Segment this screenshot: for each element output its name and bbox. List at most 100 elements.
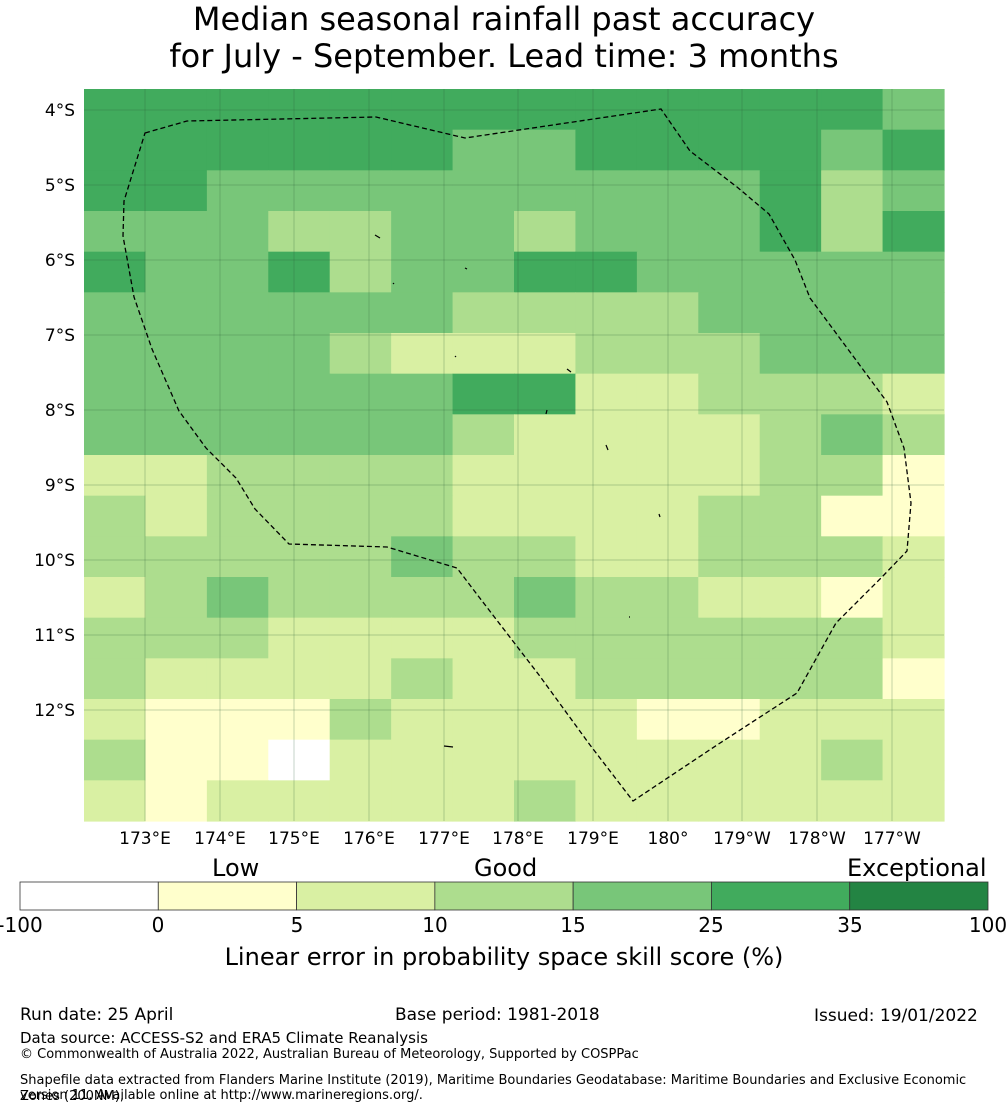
grid-cell (514, 617, 577, 659)
grid-cell (145, 414, 208, 456)
latitude-label: 6°S (45, 251, 75, 271)
grid-cell (759, 699, 822, 741)
grid-cell (698, 292, 761, 334)
grid-cell (145, 129, 208, 171)
grid-cell (329, 170, 392, 212)
grid-cell (882, 780, 945, 822)
grid-cell (759, 455, 822, 497)
grid-cell (514, 292, 577, 334)
grid-cell (698, 739, 761, 781)
grid-cell (452, 89, 515, 131)
grid-cell (391, 170, 454, 212)
grid-cell (329, 211, 392, 253)
grid-cell (84, 414, 147, 456)
grid-cell (206, 129, 269, 171)
latitude-label: 9°S (45, 476, 75, 496)
grid-cell (452, 495, 515, 537)
grid-cell (84, 292, 147, 334)
grid-cell (84, 373, 147, 415)
grid-cell (575, 780, 638, 822)
grid-cell (514, 739, 577, 781)
grid-cell (145, 333, 208, 375)
grid-cell (268, 455, 331, 497)
grid-cell (759, 333, 822, 375)
grid-cell (145, 455, 208, 497)
colorbar-tick: 25 (698, 913, 724, 937)
latitude-label: 5°S (45, 176, 75, 196)
grid-cell (329, 739, 392, 781)
grid-cell (206, 89, 269, 131)
grid-cell (575, 211, 638, 253)
longitude-label: 176°E (343, 829, 395, 849)
grid-cell (759, 211, 822, 253)
colorbar-segment (711, 881, 851, 911)
grid-cell (268, 89, 331, 131)
grid-cell (514, 373, 577, 415)
grid-cell (452, 699, 515, 741)
grid-cell (514, 536, 577, 578)
grid-cell (452, 373, 515, 415)
grid-cell (145, 211, 208, 253)
longitude-label: 178°W (788, 829, 846, 849)
grid-cell (391, 129, 454, 171)
grid-cell (821, 292, 884, 334)
grid-cell (329, 577, 392, 619)
grid-cell (882, 536, 945, 578)
grid-cell (759, 414, 822, 456)
grid-cell (698, 617, 761, 659)
latitude-label: 10°S (34, 551, 75, 571)
grid-cell (206, 739, 269, 781)
copyright-notice: © Commonwealth of Australia 2022, Austra… (20, 1047, 639, 1062)
map-title-line-1: Median seasonal rainfall past accuracy (192, 0, 816, 38)
grid-cell (206, 658, 269, 700)
grid-cell (452, 292, 515, 334)
grid-cell (391, 780, 454, 822)
grid-cell (391, 617, 454, 659)
grid-cell (145, 780, 208, 822)
grid-cell (268, 414, 331, 456)
grid-cell (575, 251, 638, 293)
grid-cell (452, 658, 515, 700)
grid-cell (514, 780, 577, 822)
longitude-label: 177°W (863, 829, 921, 849)
grid-cell (145, 536, 208, 578)
grid-cell (759, 170, 822, 212)
grid-cell (145, 617, 208, 659)
grid-cell (514, 455, 577, 497)
grid-cell (575, 536, 638, 578)
grid-cell (759, 577, 822, 619)
grid-cell (698, 536, 761, 578)
shapefile-credit-line-1: Shapefile data extracted from Flanders M… (20, 1073, 967, 1104)
grid-cell (391, 577, 454, 619)
grid-cell (882, 89, 945, 131)
data-source: Data source: ACCESS-S2 and ERA5 Climate … (20, 1029, 428, 1047)
grid-cell (759, 292, 822, 334)
grid-cell (329, 89, 392, 131)
longitude-label: 180° (648, 829, 689, 849)
colorbar-tick: 10 (422, 913, 448, 937)
grid-cell (391, 455, 454, 497)
grid-cell (514, 89, 577, 131)
grid-cell (206, 495, 269, 537)
colorbar-segment (849, 881, 989, 911)
grid-cell (206, 414, 269, 456)
grid-cell (882, 373, 945, 415)
grid-cell (575, 577, 638, 619)
grid-cell (329, 414, 392, 456)
colorbar-tick: 35 (837, 913, 863, 937)
grid-cell (391, 251, 454, 293)
colorbar-tick: 100 (968, 913, 1008, 937)
longitude-label: 175°E (268, 829, 320, 849)
grid-cell (84, 780, 147, 822)
grid-cell (698, 495, 761, 537)
latitude-label: 4°S (45, 101, 75, 121)
grid-cell (882, 739, 945, 781)
grid-cell (145, 577, 208, 619)
grid-cell (821, 577, 884, 619)
grid-cell (206, 780, 269, 822)
grid-cell (821, 333, 884, 375)
grid-cell (698, 699, 761, 741)
grid-cell (698, 414, 761, 456)
longitude-label: 174°E (194, 829, 246, 849)
grid-cell (452, 536, 515, 578)
